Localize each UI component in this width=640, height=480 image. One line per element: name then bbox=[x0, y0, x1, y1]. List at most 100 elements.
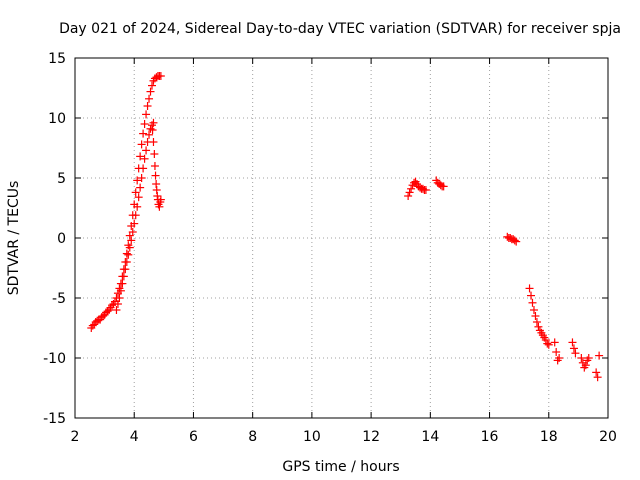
data-point bbox=[150, 150, 159, 158]
data-point bbox=[142, 146, 151, 155]
data-point bbox=[150, 162, 159, 170]
data-point bbox=[593, 373, 602, 382]
y-tick-label: -10 bbox=[43, 351, 66, 367]
x-tick-label: 2 bbox=[71, 429, 80, 445]
data-point bbox=[133, 202, 142, 211]
y-axis-label: SDTVAR / TECUs bbox=[6, 181, 22, 296]
x-axis-label: GPS time / hours bbox=[282, 459, 399, 475]
data-point bbox=[532, 318, 541, 326]
data-point bbox=[127, 236, 136, 245]
x-tick-label: 8 bbox=[248, 429, 257, 445]
data-point bbox=[134, 193, 143, 202]
data-point bbox=[137, 140, 146, 149]
data-point bbox=[544, 340, 553, 349]
x-tick-label: 10 bbox=[303, 429, 321, 445]
data-point bbox=[142, 110, 151, 119]
x-tick-label: 18 bbox=[540, 429, 558, 445]
data-point bbox=[112, 306, 121, 314]
data-point bbox=[147, 81, 156, 90]
data-point bbox=[149, 138, 158, 146]
data-point bbox=[122, 258, 131, 266]
data-point bbox=[122, 249, 131, 258]
data-point bbox=[124, 250, 133, 259]
data-point bbox=[529, 306, 538, 314]
data-point bbox=[592, 368, 601, 377]
data-points bbox=[87, 72, 604, 382]
data-point bbox=[121, 265, 130, 274]
series-arc-1-lower bbox=[112, 118, 158, 314]
data-point bbox=[534, 322, 543, 331]
data-point bbox=[571, 349, 580, 358]
data-point bbox=[139, 164, 148, 173]
y-tick-label: 10 bbox=[48, 111, 66, 127]
series-arc-6 bbox=[550, 338, 604, 382]
data-point bbox=[118, 279, 127, 288]
series-arc-1-drop bbox=[148, 126, 165, 211]
data-point bbox=[146, 87, 155, 96]
data-point bbox=[405, 188, 414, 197]
data-point bbox=[531, 312, 540, 320]
x-tick-label: 14 bbox=[421, 429, 439, 445]
series-arc-5 bbox=[525, 284, 553, 349]
data-point bbox=[568, 338, 577, 347]
data-point bbox=[581, 361, 590, 370]
data-point bbox=[552, 348, 561, 356]
data-point bbox=[510, 236, 519, 245]
data-point bbox=[139, 129, 148, 138]
data-point bbox=[595, 351, 604, 360]
data-point bbox=[119, 272, 128, 281]
y-tick-label: 5 bbox=[57, 171, 66, 187]
y-tick-label: 15 bbox=[48, 51, 66, 67]
data-point bbox=[584, 354, 593, 362]
data-point bbox=[143, 102, 152, 110]
data-point bbox=[115, 294, 124, 302]
data-point bbox=[148, 126, 157, 134]
data-point bbox=[151, 171, 160, 180]
chart-title: Day 021 of 2024, Sidereal Day-to-day VTE… bbox=[59, 21, 621, 37]
x-tick-labels: 2 4 6 8 10 12 14 16 18 20 bbox=[71, 429, 617, 445]
data-point bbox=[140, 120, 149, 128]
x-tick-label: 20 bbox=[599, 429, 617, 445]
data-point bbox=[555, 354, 564, 362]
data-point bbox=[131, 211, 140, 220]
data-point bbox=[569, 344, 578, 353]
grid-lines bbox=[75, 58, 608, 418]
data-point bbox=[156, 195, 165, 204]
x-tick-label: 4 bbox=[130, 429, 139, 445]
data-point bbox=[116, 286, 125, 295]
data-point bbox=[156, 72, 165, 80]
data-point bbox=[133, 176, 142, 185]
data-point bbox=[131, 188, 140, 197]
data-point bbox=[550, 338, 559, 347]
data-point bbox=[125, 243, 134, 252]
x-tick-label: 16 bbox=[481, 429, 499, 445]
data-point bbox=[525, 284, 534, 293]
data-point bbox=[155, 202, 164, 211]
series-arc-2 bbox=[404, 177, 430, 200]
x-tick-label: 6 bbox=[189, 429, 198, 445]
data-point bbox=[407, 184, 416, 193]
data-point bbox=[439, 182, 448, 191]
data-point bbox=[421, 186, 430, 194]
data-point bbox=[145, 94, 154, 103]
y-tick-label: -15 bbox=[43, 411, 66, 427]
data-point bbox=[512, 237, 521, 246]
data-point bbox=[136, 183, 145, 192]
y-tick-labels: -15 -10 -5 0 5 10 15 bbox=[43, 51, 66, 427]
x-tick-label: 12 bbox=[362, 429, 380, 445]
axis-ticks bbox=[74, 57, 609, 419]
series-arc-4 bbox=[503, 232, 521, 246]
series-arc-1 bbox=[87, 72, 165, 332]
data-point bbox=[137, 174, 146, 182]
data-point bbox=[527, 291, 536, 300]
data-point bbox=[528, 298, 537, 307]
y-tick-label: -5 bbox=[52, 291, 66, 307]
series-arc-3 bbox=[432, 176, 448, 191]
data-point bbox=[136, 152, 145, 161]
data-point bbox=[130, 219, 139, 228]
data-point bbox=[113, 300, 122, 308]
data-point bbox=[149, 118, 158, 127]
data-point bbox=[128, 228, 137, 236]
data-point bbox=[543, 339, 552, 348]
